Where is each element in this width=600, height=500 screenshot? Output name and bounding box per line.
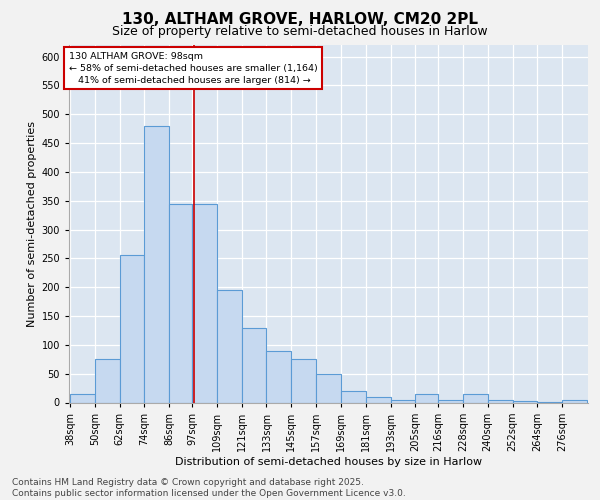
Bar [266, 350, 291, 403]
Bar [438, 400, 463, 402]
Bar [488, 400, 512, 402]
Bar [119, 256, 145, 402]
Text: Size of property relative to semi-detached houses in Harlow: Size of property relative to semi-detach… [112, 25, 488, 38]
Bar [562, 400, 587, 402]
Bar [366, 396, 391, 402]
Text: 130 ALTHAM GROVE: 98sqm
← 58% of semi-detached houses are smaller (1,164)
   41%: 130 ALTHAM GROVE: 98sqm ← 58% of semi-de… [69, 52, 318, 84]
Bar [415, 394, 438, 402]
Bar [70, 394, 95, 402]
Bar [316, 374, 341, 402]
Y-axis label: Number of semi-detached properties: Number of semi-detached properties [27, 120, 37, 327]
Bar [391, 400, 415, 402]
Text: 130, ALTHAM GROVE, HARLOW, CM20 2PL: 130, ALTHAM GROVE, HARLOW, CM20 2PL [122, 12, 478, 28]
Bar [217, 290, 242, 403]
Bar [95, 360, 119, 403]
Bar [145, 126, 169, 402]
Bar [192, 204, 217, 402]
Bar [341, 391, 366, 402]
Text: Contains HM Land Registry data © Crown copyright and database right 2025.
Contai: Contains HM Land Registry data © Crown c… [12, 478, 406, 498]
X-axis label: Distribution of semi-detached houses by size in Harlow: Distribution of semi-detached houses by … [175, 456, 482, 466]
Bar [169, 204, 192, 402]
Bar [291, 360, 316, 403]
Bar [242, 328, 266, 402]
Bar [463, 394, 488, 402]
